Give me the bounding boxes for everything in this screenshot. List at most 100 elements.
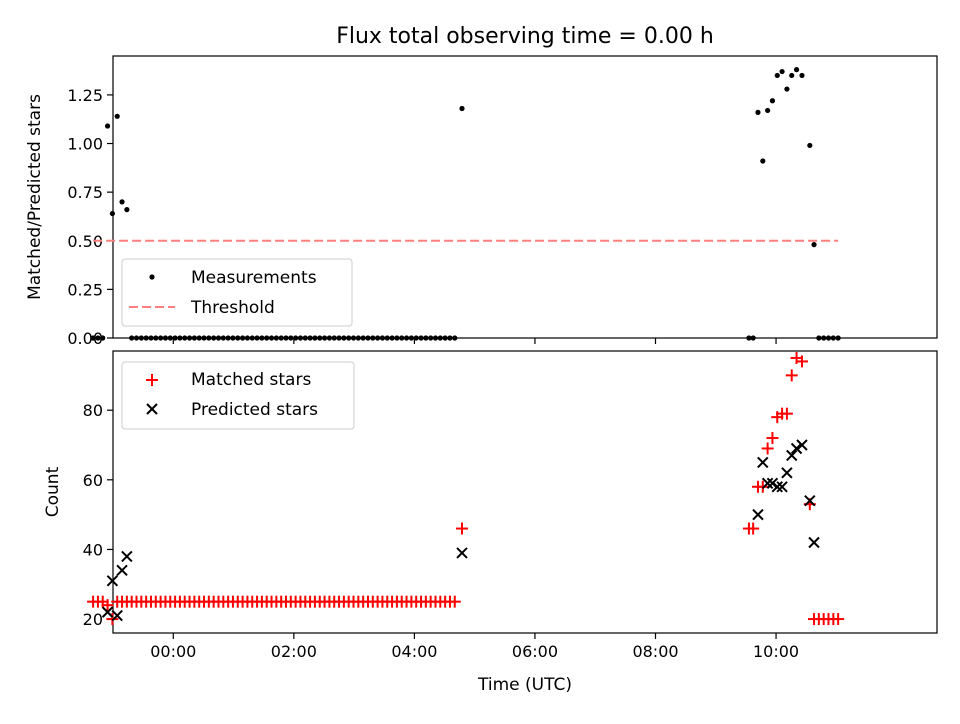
- measurement-point: [413, 335, 419, 341]
- legend-measurements-label: Measurements: [191, 268, 317, 288]
- measurement-point: [321, 335, 328, 341]
- count-marks: [87, 351, 845, 626]
- measurement-point: [95, 335, 101, 341]
- measurement-point: [312, 335, 318, 341]
- predicted-star-point: [116, 564, 128, 577]
- measurement-point: [293, 335, 299, 341]
- measurement-point: [403, 335, 410, 341]
- measurement-point: [143, 335, 149, 341]
- measurement-point: [379, 335, 386, 341]
- ratio-panel: Matched/Predicted stars 0.00 0.25 0.50 0.75…: [25, 55, 938, 348]
- predicted-star-point: [761, 477, 774, 490]
- y-tick-label: 0.00: [67, 329, 103, 348]
- measurement-point: [459, 105, 465, 112]
- y-tick-label: 0.75: [67, 183, 103, 202]
- predicted-star-point: [752, 508, 764, 521]
- measurement-point: [191, 335, 197, 341]
- legend-measurements-marker: [149, 274, 155, 280]
- measurement-point: [119, 199, 125, 205]
- predicted-star-point: [808, 536, 820, 549]
- measurement-point: [452, 335, 458, 341]
- measurement-point: [129, 335, 135, 341]
- measurement-point: [297, 335, 304, 341]
- measurement-point: [254, 335, 260, 341]
- legend-predicted-label: Predicted stars: [191, 400, 318, 420]
- count-legend-box: [121, 361, 355, 430]
- count-plot-frame: [112, 350, 938, 634]
- x-tick-label: 06:00: [512, 642, 558, 661]
- measurement-point: [172, 335, 178, 341]
- measurement-point: [428, 335, 434, 341]
- measurement-point: [750, 335, 756, 341]
- measurement-point: [100, 335, 106, 341]
- matched-star-point: [785, 369, 798, 382]
- y-tick-label: 1.25: [67, 86, 103, 105]
- matched-star-point: [832, 613, 845, 626]
- measurement-point: [211, 335, 217, 341]
- predicted-star-point: [101, 606, 114, 618]
- x-tick-label: 00:00: [150, 642, 196, 661]
- measurement-point: [807, 142, 813, 149]
- y-tick-label: 0.25: [67, 280, 103, 299]
- matched-star-point: [456, 522, 469, 535]
- matched-star-point: [766, 432, 779, 445]
- measurement-point: [835, 335, 841, 341]
- measurement-point: [249, 335, 255, 341]
- measurement-point: [418, 335, 424, 341]
- measurement-point: [201, 335, 207, 341]
- y-tick-label: 60: [83, 471, 103, 490]
- predicted-star-point: [771, 481, 783, 493]
- ratio-plot-frame: [112, 55, 938, 339]
- measurement-point: [196, 335, 202, 341]
- measurement-point: [760, 158, 766, 164]
- measurement-point: [317, 335, 323, 341]
- measurement-point: [288, 335, 294, 341]
- measurement-point: [259, 335, 265, 341]
- measurement-point: [389, 335, 395, 341]
- measurement-point: [350, 335, 357, 341]
- measurement-point: [769, 98, 776, 104]
- measurement-point: [124, 207, 130, 213]
- measurement-point: [268, 335, 275, 341]
- measurement-point: [799, 72, 805, 79]
- measurement-point: [114, 113, 120, 119]
- measurement-point: [816, 335, 822, 341]
- measurement-point: [394, 335, 400, 341]
- matched-star-point: [780, 407, 793, 420]
- measurement-point: [326, 335, 332, 341]
- ratio-marks: [90, 67, 841, 341]
- measurement-point: [109, 210, 115, 217]
- measurement-point: [789, 72, 795, 79]
- measurement-point: [784, 86, 790, 92]
- measurement-point: [283, 335, 289, 341]
- measurement-point: [746, 335, 752, 341]
- measurement-point: [186, 335, 193, 341]
- measurement-point: [138, 335, 144, 341]
- legend-matched-label: Matched stars: [191, 370, 311, 390]
- predicted-star-point: [456, 547, 468, 559]
- measurement-point: [302, 335, 308, 341]
- measurement-point: [447, 335, 453, 341]
- measurement-point: [215, 335, 222, 341]
- measurement-point: [206, 335, 212, 341]
- measurement-point: [437, 335, 443, 341]
- ratio-legend-box: [121, 258, 353, 327]
- measurement-point: [225, 335, 231, 341]
- measurement-point: [811, 242, 817, 248]
- measurement-point: [133, 335, 140, 341]
- measurement-point: [307, 335, 313, 341]
- measurement-point: [336, 335, 342, 341]
- measurement-point: [244, 335, 251, 341]
- matched-star-point: [761, 442, 774, 455]
- measurement-point: [365, 335, 371, 341]
- measurement-point: [442, 335, 448, 341]
- y-tick-label: 1.00: [67, 135, 103, 154]
- y-tick-label: 20: [83, 610, 103, 629]
- measurement-point: [264, 335, 270, 341]
- legend-predicted-marker: [146, 403, 158, 415]
- predicted-star-point: [111, 609, 123, 622]
- measurement-point: [220, 335, 226, 341]
- measurement-point: [239, 335, 246, 341]
- measurement-point: [182, 335, 188, 341]
